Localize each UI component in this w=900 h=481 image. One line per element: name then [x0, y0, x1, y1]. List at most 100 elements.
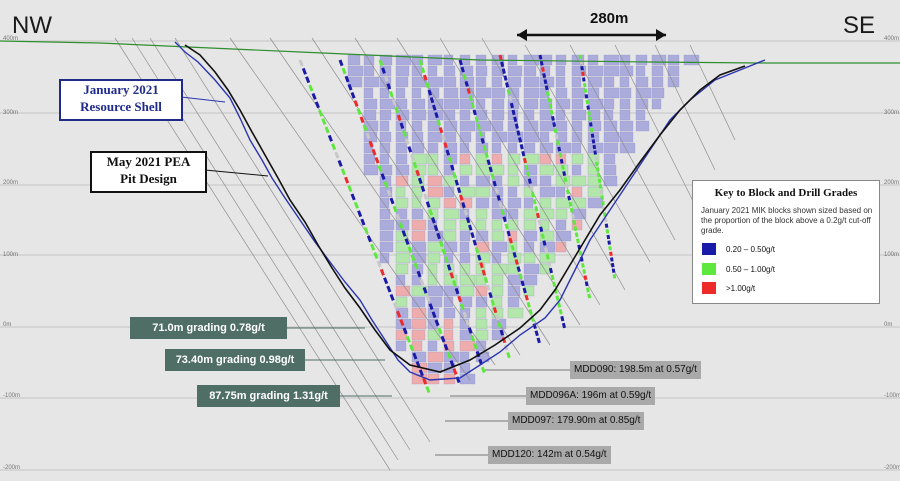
drill-interval	[416, 270, 422, 278]
drill-interval	[441, 248, 447, 255]
resource-block	[603, 76, 615, 88]
key-title: Key to Block and Drill Grades	[714, 187, 858, 199]
resource-block	[523, 274, 538, 286]
resource-block	[619, 54, 631, 66]
drill-interval	[425, 201, 431, 208]
resource-block	[475, 87, 492, 99]
resource-block	[443, 186, 455, 198]
drill-interval	[407, 246, 413, 254]
drill-interval	[465, 217, 471, 224]
drill-interval	[431, 217, 436, 224]
drill-interval	[324, 126, 330, 134]
resource-block	[427, 175, 443, 187]
resource-block	[635, 109, 646, 121]
resource-block	[619, 76, 630, 88]
drill-interval	[593, 150, 597, 155]
drill-interval	[500, 209, 505, 216]
resource-block	[395, 274, 406, 286]
drill-interval	[422, 286, 428, 294]
drill-interval	[473, 343, 478, 350]
drill-interval	[454, 287, 460, 295]
resource-block	[555, 197, 571, 209]
drill-interval	[461, 202, 466, 209]
resource-block	[379, 230, 394, 242]
resource-block	[507, 164, 519, 176]
resource-block	[411, 329, 426, 341]
resource-block	[443, 219, 457, 231]
resource-block	[539, 186, 556, 198]
resource-block	[635, 120, 650, 132]
pit-design-outline	[184, 44, 746, 373]
resource-block	[395, 142, 408, 154]
resource-block	[459, 186, 476, 198]
drill-interval	[475, 350, 481, 358]
resource-block	[587, 76, 603, 88]
elevation-label-left: -200m	[3, 465, 21, 471]
callout-line: May 2021 PEA	[106, 154, 191, 169]
resource-block	[475, 76, 487, 88]
resource-block	[523, 87, 540, 99]
resource-block	[571, 164, 582, 176]
resource-block	[443, 318, 454, 330]
resource-block	[427, 153, 439, 165]
resource-block	[411, 120, 423, 132]
resource-block	[491, 109, 505, 121]
drill-interval	[428, 209, 434, 216]
drill-interval	[407, 146, 413, 153]
drill-interval	[366, 235, 372, 243]
drill-interval	[321, 118, 327, 126]
resource-block	[571, 98, 584, 110]
drill-interval	[449, 360, 455, 367]
drill-interval	[584, 94, 589, 99]
drill-interval	[396, 310, 402, 318]
resource-block	[571, 175, 587, 187]
resource-blocks	[347, 54, 700, 385]
resource-block	[475, 208, 488, 220]
resource-block	[363, 153, 376, 165]
drill-interval	[438, 240, 444, 248]
resource-block	[619, 142, 636, 154]
drill-interval	[516, 266, 521, 273]
drill-interval	[564, 183, 569, 189]
resource-block	[459, 175, 470, 187]
drill-interval	[610, 257, 614, 262]
drill-interval	[415, 169, 421, 177]
resource-block	[491, 241, 508, 253]
drill-interval	[589, 122, 593, 127]
resource-block	[603, 142, 619, 154]
drill-interval	[467, 327, 473, 334]
drill-interval	[436, 232, 442, 240]
elevation-label-left: 200m	[3, 180, 19, 186]
resource-block	[475, 307, 487, 319]
resource-block	[395, 65, 410, 77]
drill-interval	[423, 193, 428, 200]
resource-block	[523, 109, 535, 121]
drill-interval	[443, 343, 449, 351]
drill-interval	[337, 159, 343, 167]
drill-interval	[470, 232, 475, 239]
drill-interval	[462, 73, 467, 80]
drill-interval	[371, 148, 377, 156]
resource-block	[571, 197, 587, 209]
drill-interval	[450, 164, 455, 171]
resource-block	[443, 197, 457, 209]
resource-block	[475, 186, 491, 198]
drill-interval	[444, 256, 449, 263]
resource-block	[443, 329, 454, 341]
resource-block	[539, 153, 552, 165]
resource-block	[427, 131, 443, 143]
resource-block	[491, 142, 502, 154]
drill-hole-trace	[269, 37, 496, 366]
drill-interval	[522, 157, 527, 164]
drill-interval	[566, 189, 570, 195]
drill-interval	[587, 293, 592, 299]
drill-interval	[474, 247, 480, 254]
resource-block	[555, 230, 572, 242]
drill-interval	[373, 252, 379, 260]
resource-block	[587, 54, 599, 66]
drill-interval	[604, 223, 609, 228]
resource-block	[475, 65, 488, 77]
drill-interval	[389, 91, 394, 98]
drill-interval	[580, 66, 584, 71]
drill-interval	[422, 377, 428, 385]
